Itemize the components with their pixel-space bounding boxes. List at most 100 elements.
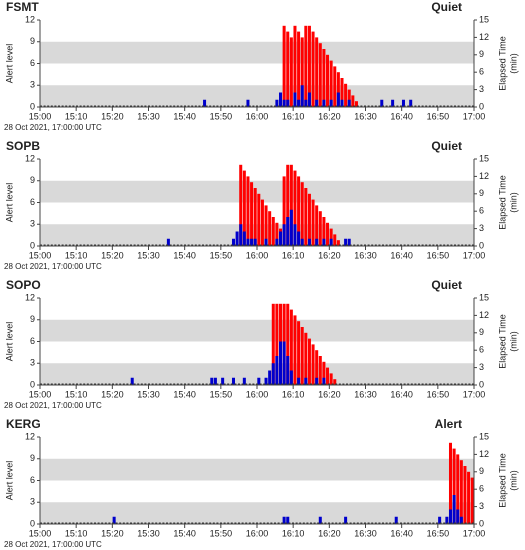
bar xyxy=(264,205,268,246)
bar xyxy=(318,43,322,107)
bar xyxy=(300,327,304,385)
x-tick-label: 17:00 xyxy=(463,111,486,121)
bar xyxy=(300,37,304,107)
y-tick-label: 0 xyxy=(30,240,35,250)
bar xyxy=(289,209,293,246)
bar xyxy=(250,182,254,246)
bar xyxy=(470,477,474,524)
bar xyxy=(336,240,340,246)
bar xyxy=(300,182,304,246)
bar xyxy=(130,377,134,385)
x-tick-label: 15:00 xyxy=(29,111,52,121)
footnote: 28 Oct 2021, 17:00:00 UTC xyxy=(4,262,102,271)
bar xyxy=(380,99,384,107)
y2-tick-label: 0 xyxy=(479,518,484,528)
bar xyxy=(344,83,348,107)
y-tick-label: 12 xyxy=(25,431,35,441)
bar xyxy=(329,99,333,107)
x-tick-label: 15:30 xyxy=(137,111,160,121)
bar xyxy=(456,509,460,524)
bar xyxy=(239,224,243,246)
bar xyxy=(235,231,239,246)
bar xyxy=(297,377,301,385)
station-name: KERG xyxy=(6,417,41,431)
x-tick-label: 16:30 xyxy=(354,528,377,538)
x-tick-label: 15:20 xyxy=(101,111,124,121)
bar xyxy=(279,92,283,107)
bar xyxy=(326,54,330,107)
bar xyxy=(304,25,308,107)
x-tick-label: 16:00 xyxy=(246,389,269,399)
alert-band xyxy=(40,363,474,385)
bar xyxy=(311,31,315,108)
y2-tick-label: 15 xyxy=(479,153,489,163)
bar xyxy=(307,25,311,107)
x-tick-label: 16:30 xyxy=(354,111,377,121)
y2-tick-label: 9 xyxy=(479,466,484,476)
bar xyxy=(315,350,319,385)
bar xyxy=(289,370,293,385)
y2-tick-label: 9 xyxy=(479,49,484,59)
bar xyxy=(286,356,290,385)
bar xyxy=(286,217,290,246)
bar xyxy=(253,238,257,246)
bar xyxy=(344,516,348,524)
bar xyxy=(344,238,348,246)
y2-tick-label: 3 xyxy=(479,362,484,372)
y-tick-label: 9 xyxy=(30,314,35,324)
bar xyxy=(275,222,279,246)
x-tick-label: 16:20 xyxy=(318,528,341,538)
y2-tick-label: 12 xyxy=(479,449,489,459)
x-tick-label: 16:40 xyxy=(390,389,413,399)
bar xyxy=(409,99,413,107)
bar xyxy=(275,303,279,385)
bar xyxy=(304,377,308,385)
bar xyxy=(448,442,452,524)
bar xyxy=(448,509,452,524)
x-tick-label: 15:40 xyxy=(173,389,196,399)
x-tick-label: 15:10 xyxy=(65,250,88,260)
bar xyxy=(293,92,297,107)
alert-band xyxy=(40,458,474,481)
bar xyxy=(297,231,301,246)
bar xyxy=(347,99,351,107)
bar xyxy=(322,217,326,246)
bar xyxy=(282,99,286,107)
bar xyxy=(213,377,217,385)
bar xyxy=(329,228,333,246)
alert-band xyxy=(40,41,474,64)
bar xyxy=(322,238,326,246)
y-tick-label: 6 xyxy=(30,475,35,485)
x-tick-label: 15:20 xyxy=(101,389,124,399)
bar xyxy=(231,238,235,246)
y-tick-label: 0 xyxy=(30,101,35,111)
bar xyxy=(246,176,250,246)
x-tick-label: 17:00 xyxy=(463,389,486,399)
bar xyxy=(286,31,290,108)
bar xyxy=(315,377,319,385)
bar xyxy=(318,356,322,385)
bar xyxy=(333,379,337,385)
y2-tick-label: 0 xyxy=(479,240,484,250)
x-tick-label: 15:40 xyxy=(173,111,196,121)
bar xyxy=(307,238,311,246)
bar xyxy=(246,99,250,107)
x-tick-label: 15:30 xyxy=(137,528,160,538)
x-tick-label: 15:30 xyxy=(137,250,160,260)
bar xyxy=(322,49,326,107)
x-tick-label: 17:00 xyxy=(463,528,486,538)
bar xyxy=(297,176,301,246)
y2-tick-label: 12 xyxy=(479,171,489,181)
y-tick-label: 12 xyxy=(25,292,35,302)
bar xyxy=(315,99,319,107)
x-tick-label: 16:50 xyxy=(427,389,450,399)
bar xyxy=(322,377,326,385)
bar xyxy=(271,363,275,385)
bar xyxy=(279,231,283,246)
x-tick-label: 15:50 xyxy=(210,111,233,121)
footnote: 28 Oct 2021, 17:00:00 UTC xyxy=(4,401,102,410)
bar xyxy=(333,234,337,246)
x-tick-label: 15:00 xyxy=(29,250,52,260)
bar xyxy=(463,466,467,524)
